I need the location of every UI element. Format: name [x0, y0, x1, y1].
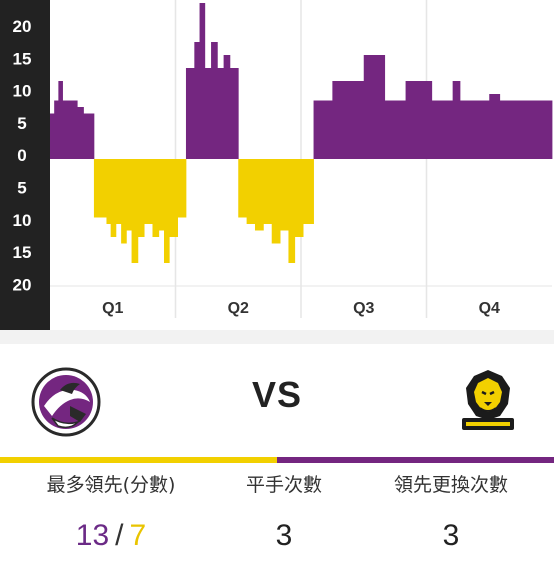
y-tick-label: 15 [13, 49, 32, 68]
away-lead-bar [131, 159, 139, 263]
stat-lead-changes: 領先更換次數 3 [366, 470, 536, 553]
away-lead-bar [288, 159, 296, 263]
home-lead-bar [50, 113, 55, 159]
y-tick-label: 20 [13, 275, 32, 294]
home-lead-bar [515, 100, 553, 159]
matchup-header: VS [0, 344, 554, 463]
away-lead-bar [164, 159, 170, 263]
y-tick-label: 5 [17, 179, 26, 198]
lead-tracker-chart: 20 15 10 5 0 5 10 15 20 Q1 Q2 Q3 Q4 [0, 0, 554, 330]
stat-biggest-lead-value: 13/7 [16, 519, 206, 553]
quarter-label: Q1 [102, 300, 123, 317]
y-tick-label: 10 [13, 82, 32, 101]
home-lead-bar [66, 100, 78, 159]
home-lead-bar [58, 81, 63, 159]
home-lead-bar [83, 113, 95, 159]
away-lead-bar [303, 159, 314, 224]
away-lead-bar [294, 159, 304, 237]
black-gold-lion-crest-icon [462, 370, 514, 430]
quarter-label: Q2 [228, 300, 249, 317]
away-lead-bar [126, 159, 132, 231]
home-lead-bar [223, 55, 231, 159]
y-tick-label: 15 [13, 243, 32, 262]
away-lead-bar [110, 159, 117, 237]
home-lead-bar [217, 68, 225, 159]
away-lead-bar [246, 159, 256, 224]
home-lead-bar [199, 3, 206, 159]
away-biggest-lead: 7 [129, 519, 147, 552]
section-divider [0, 330, 554, 344]
home-lead-bar [194, 42, 200, 159]
vs-label: VS [251, 374, 303, 415]
home-lead-bar [54, 100, 59, 159]
stat-ties-label: 平手次數 [245, 474, 322, 496]
away-lead-bar [106, 159, 112, 224]
home-lead-bar [204, 68, 212, 159]
away-lead-bar [158, 159, 165, 231]
home-biggest-lead: 13 [75, 519, 110, 552]
y-axis-background [0, 0, 50, 330]
away-lead-bar [152, 159, 160, 237]
stat-ties: 平手次數 3 [222, 470, 346, 553]
away-lead-bar [263, 159, 273, 224]
y-tick-label: 5 [17, 114, 26, 133]
away-lead-bar [177, 159, 187, 218]
y-tick-label: 20 [13, 17, 32, 36]
home-lead-bar [452, 81, 461, 159]
home-lead-bar [431, 100, 454, 159]
home-lead-bar [459, 100, 490, 159]
away-lead-bar [144, 159, 153, 224]
biggest-lead-separator: / [115, 519, 124, 552]
away-lead-bar [137, 159, 145, 237]
home-lead-bar [489, 94, 501, 159]
home-lead-bar [384, 100, 406, 159]
stat-lead-changes-label: 領先更換次數 [393, 474, 508, 496]
away-lead-bar [169, 159, 178, 237]
purple-eagle-crest-icon [31, 367, 101, 437]
stat-lead-changes-value: 3 [442, 519, 460, 552]
stat-biggest-lead-label: 最多領先(分數) [46, 474, 176, 496]
away-lead-bar [238, 159, 248, 218]
stat-biggest-lead: 最多領先(分數) 13/7 [16, 470, 206, 553]
away-lead-bar [93, 159, 107, 218]
home-lead-bar [332, 81, 365, 159]
quarter-label: Q4 [479, 300, 500, 317]
home-lead-bar [185, 68, 195, 159]
away-lead-bar [280, 159, 289, 231]
home-lead-bar [499, 100, 516, 159]
stat-ties-value: 3 [275, 519, 293, 552]
away-lead-bar [271, 159, 281, 244]
away-lead-bar [121, 159, 127, 244]
away-lead-bar [115, 159, 122, 224]
home-lead-bar [229, 68, 239, 159]
home-lead-bar [62, 100, 68, 159]
home-lead-bar [363, 55, 386, 159]
home-lead-bar [77, 107, 84, 159]
home-lead-bar [313, 100, 333, 159]
lead-chart-svg: 20 15 10 5 0 5 10 15 20 Q1 Q2 Q3 Q4 [0, 0, 553, 330]
home-share-bar [277, 457, 554, 463]
y-tick-label: 0 [17, 146, 26, 165]
home-lead-bar [405, 81, 433, 159]
home-lead-bar [211, 42, 218, 159]
y-tick-label: 10 [13, 211, 32, 230]
away-share-bar [0, 457, 277, 463]
away-lead-bar [254, 159, 264, 231]
game-stats: 最多領先(分數) 13/7 平手次數 3 領先更換次數 3 [0, 470, 554, 583]
quarter-label: Q3 [353, 300, 374, 317]
